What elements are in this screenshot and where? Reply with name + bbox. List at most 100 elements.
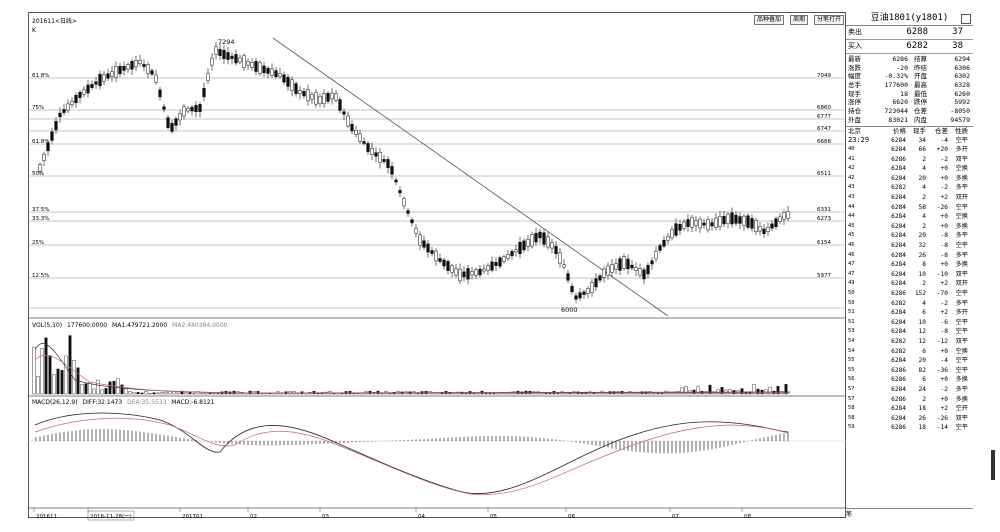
candle-body (618, 258, 622, 271)
candle-body (174, 118, 178, 126)
candle-body (178, 113, 182, 121)
volume-bar (44, 337, 48, 395)
candle-body (314, 92, 318, 105)
period-button[interactable]: 周期 (789, 15, 808, 25)
candle-body (254, 60, 258, 72)
volume-bar (68, 335, 72, 395)
x-axis-label: 2016-11-28(一) (90, 514, 132, 520)
tick-list[interactable]: 23:29 6284 34 -4 空平 40 6284 66 +20 多开 41 6286 2 -2 双平 4… (846, 136, 973, 433)
candle-body (378, 152, 382, 163)
candle-body (334, 93, 338, 101)
period-breadcrumb[interactable]: 201611<日线> (32, 18, 77, 25)
trend-line[interactable] (272, 37, 669, 317)
candle-body (474, 269, 478, 276)
candle-body (338, 99, 342, 111)
candle-body (598, 275, 602, 281)
candle-body (186, 107, 190, 112)
candle-body (114, 66, 118, 78)
chart-toolbar: 201611<日线> 品种叠加 周期 分笔打开 (28, 14, 846, 26)
stats-block: 最新 6286 结算 6294 涨跌 -20 昨结 6306 幅度 -0.32% 开盘 6302 总手 1… (846, 54, 973, 127)
candle-body (546, 236, 550, 248)
candle-body (698, 218, 702, 229)
tick-row: 58 6284 18 +2 空开 (848, 405, 968, 413)
volume-bar (260, 393, 264, 395)
cursor-date-box (87, 510, 135, 521)
volume-bar (708, 384, 712, 395)
x-axis-label: 02 (250, 514, 257, 520)
candle-body (194, 105, 198, 112)
scrollbar[interactable] (991, 450, 995, 480)
price-chart[interactable]: 61.8% 7049 75% 6860 6777 6747 61.8% 6688 50% 6511… (0, 0, 846, 532)
window-icon[interactable] (961, 14, 971, 24)
stat-row: 幅度 -0.32% 开盘 6302 (848, 72, 970, 81)
candle-body (710, 222, 714, 227)
fib-label: 75% (32, 105, 44, 111)
candle-body (594, 278, 598, 288)
volume-bar (132, 392, 136, 395)
volume-bar (180, 390, 184, 395)
tick-row: 51 6284 10 -6 空平 (848, 318, 968, 326)
candle-body (170, 122, 174, 132)
volume-bar (772, 390, 776, 395)
candle-body (466, 268, 470, 280)
volume-bar (544, 393, 548, 395)
candle-body (774, 218, 778, 227)
candle-body (42, 153, 46, 161)
tick-row: 59 6286 18 -14 空平 (848, 424, 968, 432)
tick-row: 55 6284 20 -4 空平 (848, 357, 968, 365)
candle-body (442, 259, 446, 267)
volume-bar (192, 393, 196, 395)
candle-body (398, 190, 402, 194)
volume-bar (296, 393, 300, 395)
fib-label: 25% (32, 240, 44, 246)
candle-body (526, 239, 530, 247)
low-label: 6000 (561, 306, 578, 314)
tick-row: 47 6284 10 -10 双平 (848, 270, 968, 278)
candle-body (634, 267, 638, 271)
candle-body (274, 70, 278, 77)
tick-row: 44 6284 58 -26 空平 (848, 203, 968, 211)
candle-body (190, 106, 194, 112)
candle-body (206, 73, 210, 81)
vol-ma1-line (34, 343, 791, 394)
candle-body (150, 70, 154, 75)
volume-bar (160, 392, 164, 395)
fib-label: 37.5% (32, 207, 49, 213)
bottom-tab[interactable]: 笔 (846, 508, 973, 519)
tick-row: 55 6286 82 -36 空平 (848, 366, 968, 374)
candle-body (702, 222, 706, 226)
candle-body (366, 143, 370, 152)
stat-row: 外盘 83021 内盘 94579 (848, 115, 970, 124)
candle-body (102, 74, 106, 82)
tick-row: 42 6284 4 +0 空换 (848, 165, 968, 173)
candle-body (242, 55, 246, 68)
candle-body (310, 94, 314, 100)
volume-bar (776, 386, 780, 395)
candle-body (554, 245, 558, 255)
volume-bar (108, 381, 112, 395)
candle-body (374, 152, 378, 157)
candle-body (434, 250, 438, 262)
fib-price: 6273 (817, 216, 831, 222)
candle-body (534, 232, 538, 243)
fibonacci-levels: 61.8% 7049 75% 6860 6777 6747 61.8% 6688 50% 6511… (28, 73, 846, 309)
candle-body (782, 212, 786, 220)
volume-bar (680, 387, 684, 395)
volume-bar (740, 388, 744, 395)
volume-bar (652, 393, 656, 395)
tick-row: 46 6284 26 -8 多平 (848, 251, 968, 259)
tick-open-button[interactable]: 分笔打开 (813, 15, 844, 25)
candle-body (502, 256, 506, 262)
candle-body (330, 92, 334, 100)
x-axis-label: 04 (418, 514, 425, 520)
candle-body (210, 57, 214, 66)
tick-row: 54 6282 6 +0 空换 (848, 347, 968, 355)
overlay-button[interactable]: 品种叠加 (753, 15, 784, 25)
candle-body (226, 52, 230, 60)
candle-body (654, 251, 658, 260)
candle-body (638, 268, 642, 276)
volume-bar (32, 346, 36, 395)
candle-body (410, 219, 414, 224)
contract-title: 豆油1801(y1801) (846, 12, 973, 26)
x-axis-label: 07 (672, 514, 679, 520)
